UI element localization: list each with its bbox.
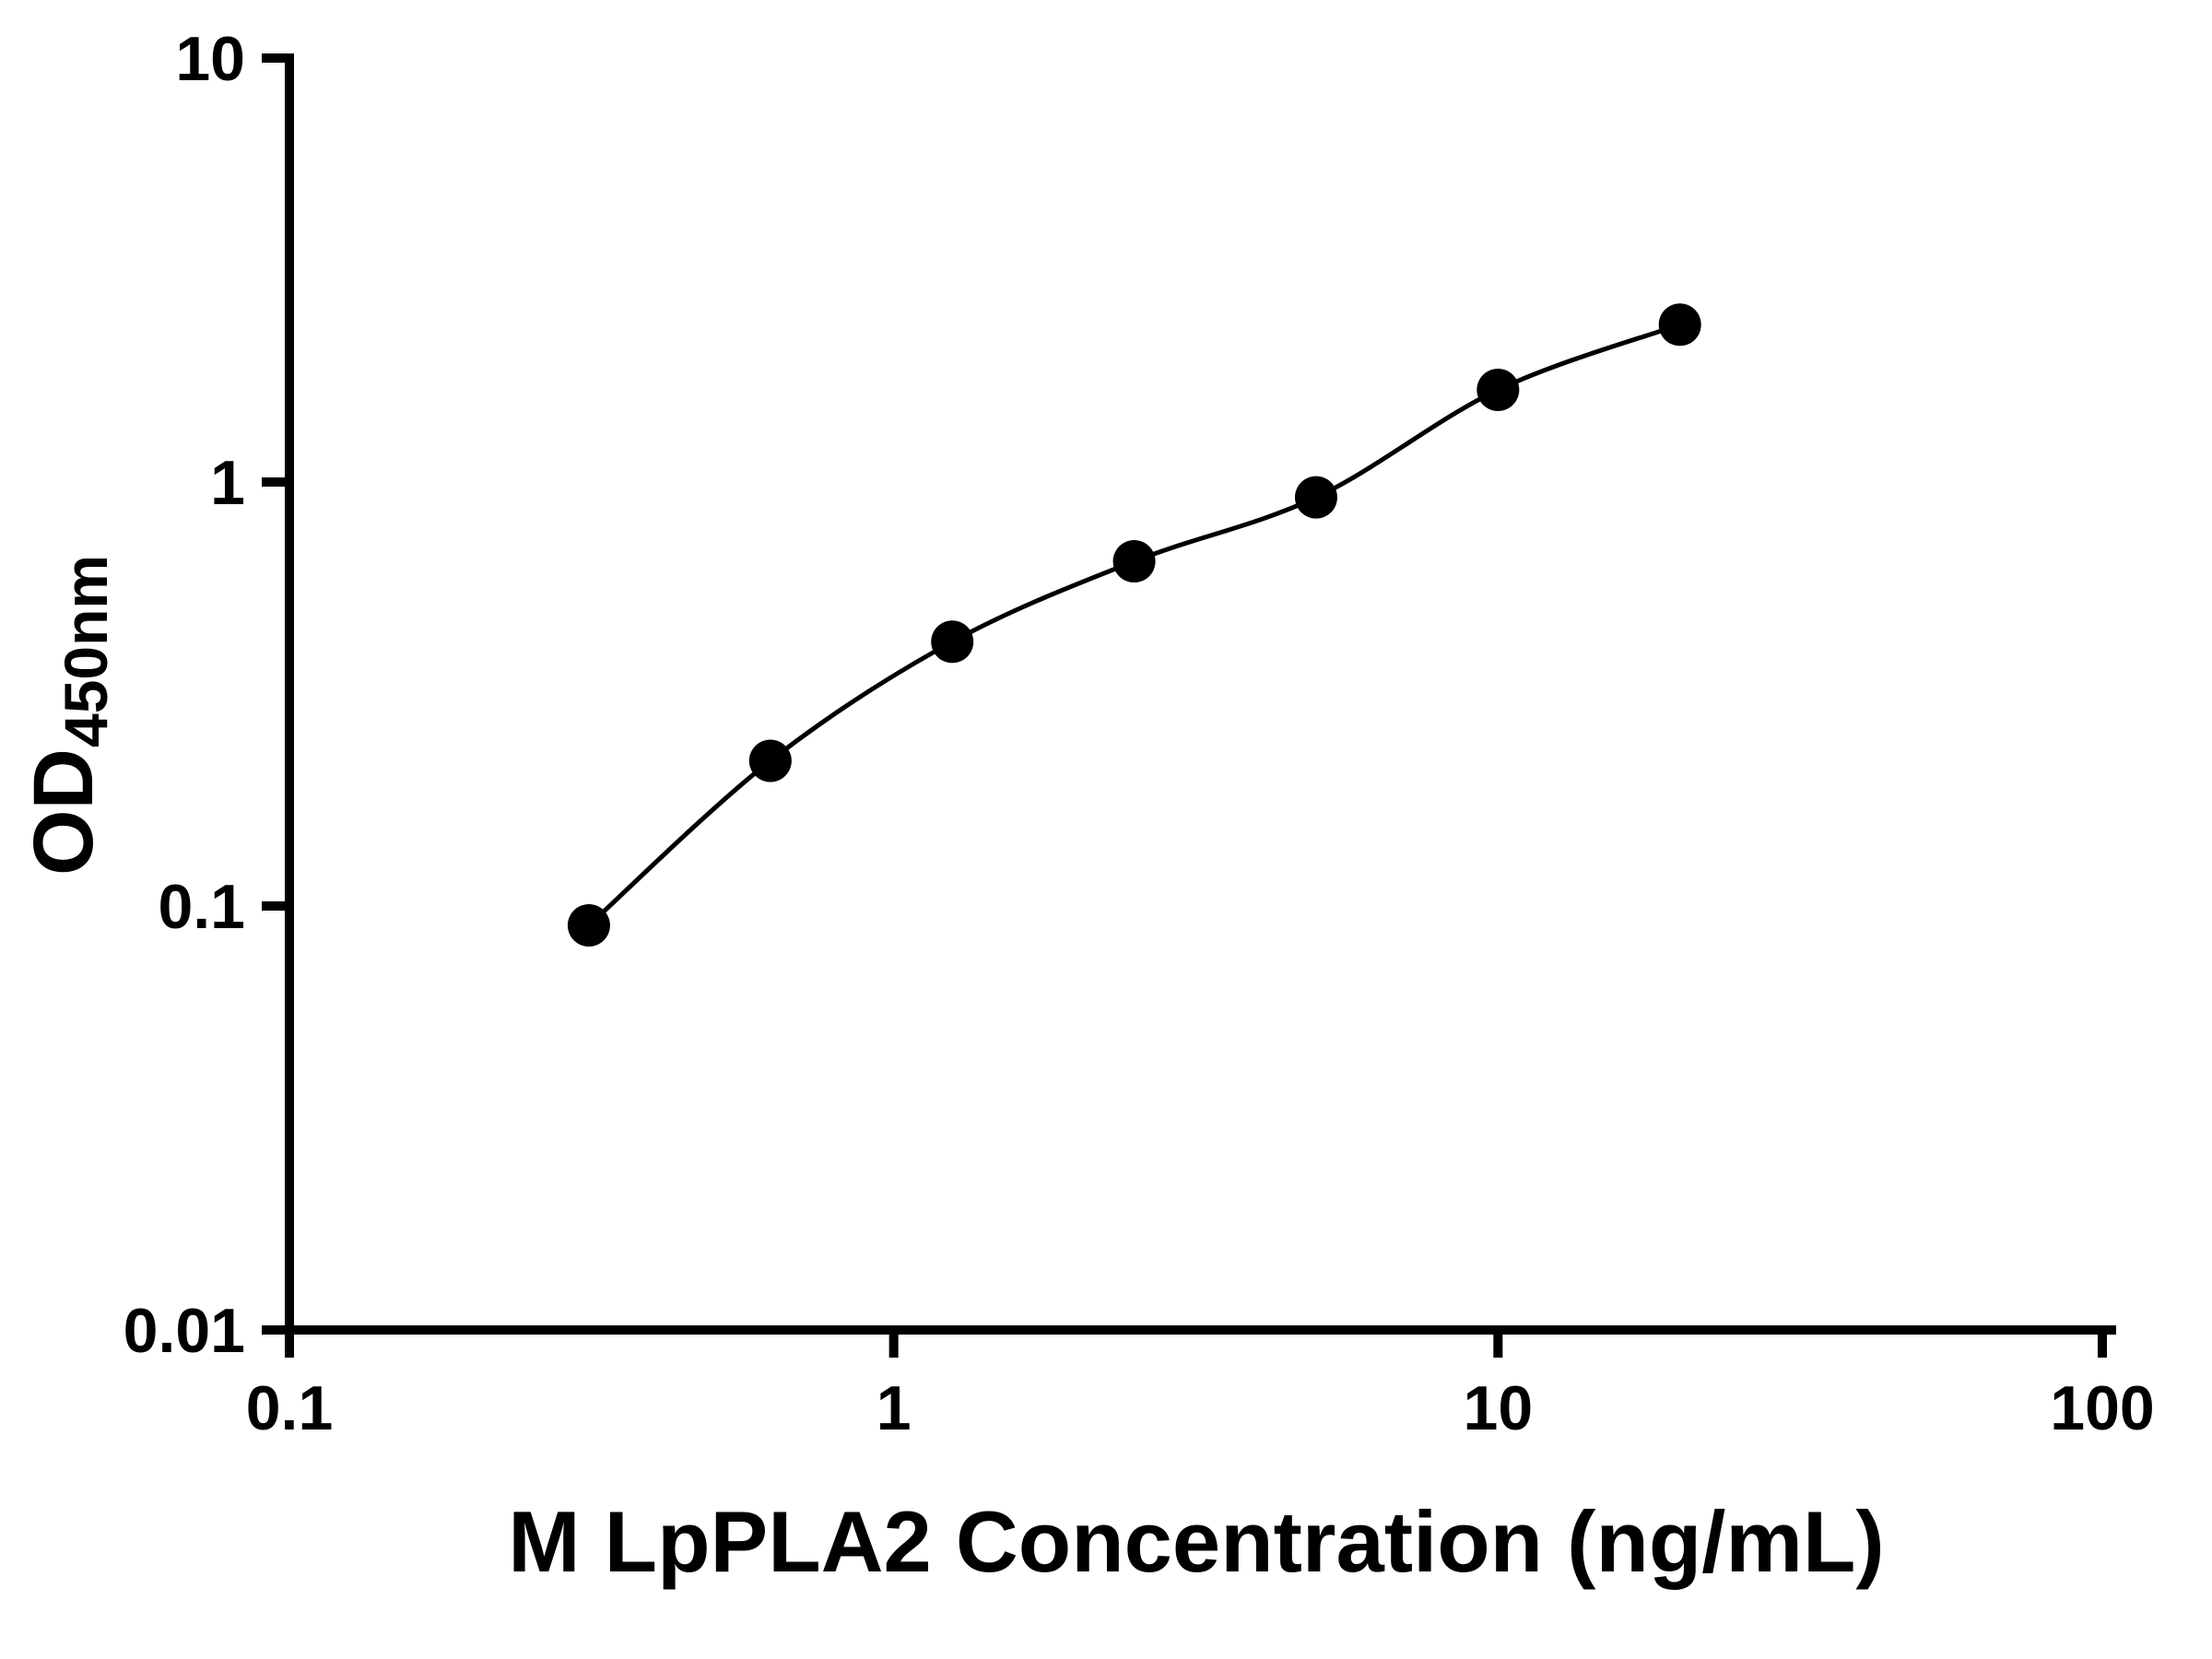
data-series bbox=[567, 303, 1701, 947]
data-point bbox=[748, 739, 792, 782]
x-axis-title: M LpPLA2 Concentration (ng/mL) bbox=[508, 1493, 1884, 1590]
x-tick-label: 10 bbox=[1464, 1373, 1534, 1443]
data-point bbox=[1112, 540, 1156, 583]
axes bbox=[285, 53, 2116, 1335]
x-tick-label: 100 bbox=[2050, 1373, 2154, 1443]
fit-curve bbox=[587, 322, 1681, 927]
data-point bbox=[567, 904, 610, 947]
y-tick-label: 0.1 bbox=[158, 872, 245, 942]
y-axis-title: OD 450nm bbox=[17, 555, 120, 876]
data-point bbox=[1294, 476, 1337, 519]
y-axis-title-main: OD bbox=[17, 748, 111, 876]
axis-lines bbox=[285, 53, 2116, 1335]
y-tick-label: 1 bbox=[210, 448, 245, 518]
x-tick-label: 0.1 bbox=[246, 1373, 334, 1443]
data-point bbox=[931, 620, 974, 664]
tick-marks bbox=[262, 53, 2107, 1358]
y-axis-title-sub: 450nm bbox=[52, 555, 120, 747]
data-point bbox=[1658, 303, 1701, 347]
x-tick-label: 1 bbox=[877, 1373, 912, 1443]
y-tick-label: 0.01 bbox=[124, 1296, 245, 1366]
data-point bbox=[1477, 368, 1520, 411]
y-tick-label: 10 bbox=[175, 24, 245, 94]
